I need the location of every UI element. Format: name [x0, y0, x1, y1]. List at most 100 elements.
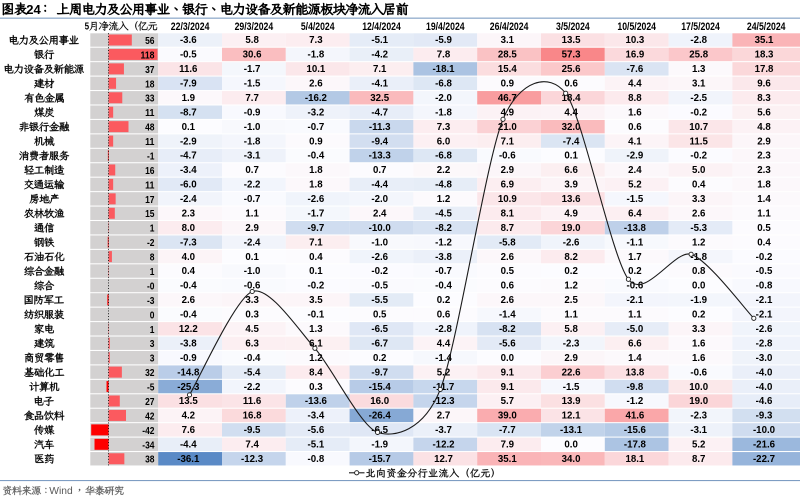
- svg-text:0.6: 0.6: [564, 79, 578, 90]
- svg-text:5: 5: [85, 22, 90, 33]
- svg-text:-1.8: -1.8: [244, 136, 261, 147]
- svg-text:16.8: 16.8: [243, 411, 262, 422]
- svg-text:2.3: 2.3: [182, 208, 196, 219]
- svg-text:-2.9: -2.9: [627, 151, 644, 162]
- svg-text:3/5/2024: 3/5/2024: [556, 21, 590, 33]
- svg-text:-1.7: -1.7: [244, 64, 261, 75]
- svg-text:24: 24: [26, 2, 41, 17]
- svg-text:2.3: 2.3: [757, 165, 771, 176]
- svg-text:3.5: 3.5: [309, 295, 323, 306]
- svg-text:4.1: 4.1: [628, 136, 642, 147]
- svg-text:-1.7: -1.7: [308, 208, 325, 219]
- svg-text:7.8: 7.8: [437, 50, 451, 61]
- svg-text:118: 118: [141, 50, 155, 61]
- svg-text:-8.7: -8.7: [180, 107, 197, 118]
- svg-text:-2.2: -2.2: [244, 180, 261, 191]
- svg-text:30.6: 30.6: [243, 50, 262, 61]
- svg-text:-34: -34: [142, 440, 155, 451]
- svg-text:-2.3: -2.3: [690, 411, 707, 422]
- svg-text:0.1: 0.1: [182, 122, 196, 133]
- svg-text:3: 3: [150, 354, 155, 365]
- svg-text:17: 17: [145, 195, 155, 206]
- svg-text:12.2: 12.2: [179, 324, 198, 335]
- svg-text:-1: -1: [147, 151, 155, 162]
- svg-text:0.2: 0.2: [564, 266, 577, 277]
- svg-text:2.2: 2.2: [437, 165, 450, 176]
- svg-text:11: 11: [145, 137, 155, 148]
- svg-text:10.0: 10.0: [689, 382, 708, 393]
- svg-text:19.0: 19.0: [562, 223, 581, 234]
- svg-text:-0.4: -0.4: [180, 310, 197, 321]
- svg-text:4.4: 4.4: [437, 338, 451, 349]
- svg-text:10.3: 10.3: [625, 35, 644, 46]
- svg-text:0.2: 0.2: [373, 353, 386, 364]
- svg-text:0.3: 0.3: [309, 382, 323, 393]
- svg-text:0.0: 0.0: [692, 281, 705, 292]
- svg-text:-9.7: -9.7: [371, 367, 388, 378]
- svg-text:3.3: 3.3: [245, 295, 259, 306]
- svg-text:0.4: 0.4: [309, 252, 323, 263]
- svg-text:-21.6: -21.6: [753, 440, 776, 451]
- svg-text:-4.1: -4.1: [371, 79, 388, 90]
- svg-text:6.1: 6.1: [309, 338, 323, 349]
- svg-text:6.9: 6.9: [501, 180, 515, 191]
- svg-text:-4.8: -4.8: [435, 180, 452, 191]
- svg-text:26/4/2024: 26/4/2024: [490, 21, 529, 33]
- svg-text:1: 1: [150, 267, 155, 278]
- svg-text:17/5/2024: 17/5/2024: [681, 21, 720, 33]
- svg-text:-5.6: -5.6: [499, 338, 516, 349]
- svg-text:-15.7: -15.7: [369, 454, 391, 465]
- svg-text:2.9: 2.9: [245, 223, 259, 234]
- svg-text:-0.8: -0.8: [308, 454, 325, 465]
- svg-text:-0.5: -0.5: [371, 281, 388, 292]
- svg-text:2.7: 2.7: [437, 411, 450, 422]
- svg-text:4.0: 4.0: [182, 252, 195, 263]
- svg-text:-11.7: -11.7: [433, 382, 455, 393]
- svg-text:-0.4: -0.4: [435, 281, 452, 292]
- svg-text:56: 56: [145, 36, 155, 47]
- svg-text:35.1: 35.1: [755, 35, 774, 46]
- svg-text:5.2: 5.2: [437, 367, 450, 378]
- svg-text:10/5/2024: 10/5/2024: [617, 21, 656, 33]
- svg-text:-5: -5: [147, 383, 155, 394]
- svg-text:34.0: 34.0: [562, 454, 581, 465]
- svg-text:0.1: 0.1: [564, 151, 578, 162]
- svg-text:2.6: 2.6: [309, 79, 323, 90]
- svg-text:-7.3: -7.3: [180, 237, 197, 248]
- svg-text:19.0: 19.0: [689, 396, 708, 407]
- svg-text:1.9: 1.9: [182, 93, 196, 104]
- svg-text:8.7: 8.7: [501, 223, 514, 234]
- svg-text:-13.1: -13.1: [560, 425, 583, 436]
- svg-text:-1.5: -1.5: [244, 79, 261, 90]
- svg-text:1.6: 1.6: [628, 107, 642, 118]
- svg-text:7.4: 7.4: [245, 440, 259, 451]
- svg-text:9.1: 9.1: [501, 382, 515, 393]
- svg-text:5.8: 5.8: [564, 324, 578, 335]
- svg-text:-5.1: -5.1: [371, 35, 388, 46]
- svg-text:0.4: 0.4: [757, 237, 771, 248]
- svg-text:11.6: 11.6: [243, 396, 262, 407]
- svg-text:10.7: 10.7: [689, 122, 708, 133]
- svg-text:21.0: 21.0: [498, 122, 517, 133]
- svg-text:57.3: 57.3: [562, 50, 581, 61]
- svg-text:7.6: 7.6: [182, 425, 196, 436]
- svg-text:-3.8: -3.8: [180, 338, 197, 349]
- svg-text:8.2: 8.2: [564, 252, 577, 263]
- svg-text:6.4: 6.4: [628, 208, 642, 219]
- svg-text:1.1: 1.1: [245, 208, 259, 219]
- svg-text:1.3: 1.3: [692, 64, 706, 75]
- svg-text:0.9: 0.9: [309, 136, 323, 147]
- svg-text:11.6: 11.6: [179, 64, 198, 75]
- svg-text:1: 1: [150, 224, 155, 235]
- svg-text:8.7: 8.7: [692, 454, 705, 465]
- svg-text:-6.8: -6.8: [435, 151, 452, 162]
- svg-text:-2.1: -2.1: [627, 295, 644, 306]
- svg-text:-1.1: -1.1: [627, 237, 644, 248]
- svg-text:2.9: 2.9: [564, 353, 578, 364]
- svg-text:5/4/2024: 5/4/2024: [301, 21, 335, 33]
- svg-text:-13.8: -13.8: [624, 223, 647, 234]
- svg-text:35.1: 35.1: [498, 454, 517, 465]
- svg-text:-3.8: -3.8: [435, 252, 452, 263]
- svg-text:-2.6: -2.6: [563, 237, 580, 248]
- svg-text:-2.6: -2.6: [308, 194, 325, 205]
